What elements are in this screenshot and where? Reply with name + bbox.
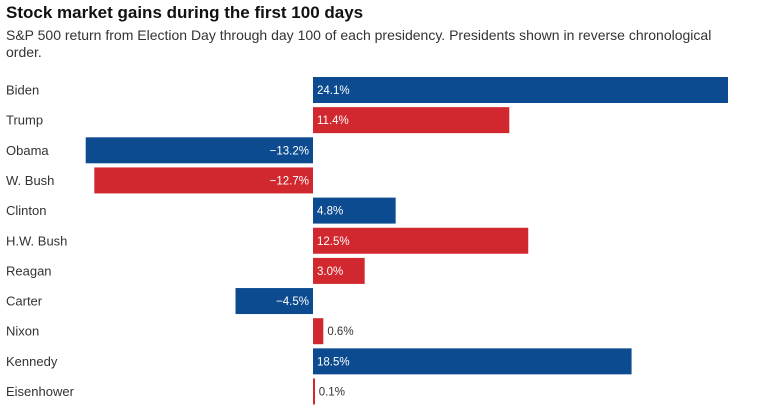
bar-obama bbox=[85, 137, 313, 164]
category-label-nixon: Nixon bbox=[6, 324, 39, 339]
category-label-biden: Biden bbox=[6, 83, 39, 98]
value-label-trump: 11.4% bbox=[317, 115, 349, 127]
value-label-carter: −4.5% bbox=[276, 296, 309, 308]
value-label-w-bush: −12.7% bbox=[270, 175, 309, 187]
category-label-carter: Carter bbox=[6, 294, 43, 309]
value-label-h-w-bush: 12.5% bbox=[317, 236, 350, 248]
bar-trump bbox=[313, 107, 510, 134]
category-label-clinton: Clinton bbox=[6, 203, 46, 218]
value-label-obama: −13.2% bbox=[270, 145, 309, 157]
bar-carter bbox=[235, 288, 313, 315]
chart-title: Stock market gains during the first 100 … bbox=[6, 3, 364, 22]
value-label-eisenhower: 0.1% bbox=[319, 387, 345, 399]
value-label-kennedy: 18.5% bbox=[317, 356, 350, 368]
bar-h-w-bush bbox=[313, 227, 529, 254]
value-label-biden: 24.1% bbox=[317, 85, 350, 97]
category-label-h-w-bush: H.W. Bush bbox=[6, 233, 67, 248]
bar-w-bush bbox=[94, 167, 313, 194]
bar-reagan bbox=[313, 257, 365, 284]
category-label-obama: Obama bbox=[6, 143, 49, 158]
category-label-eisenhower: Eisenhower bbox=[6, 384, 75, 399]
bar-eisenhower bbox=[313, 378, 315, 405]
category-label-kennedy: Kennedy bbox=[6, 354, 58, 369]
bar-clinton bbox=[313, 197, 396, 224]
chart-subtitle: S&P 500 return from Election Day through… bbox=[6, 27, 712, 60]
value-label-reagan: 3.0% bbox=[317, 266, 343, 278]
category-label-w-bush: W. Bush bbox=[6, 173, 54, 188]
bar-kennedy bbox=[313, 348, 632, 375]
bar-biden bbox=[313, 77, 728, 103]
category-label-trump: Trump bbox=[6, 113, 43, 128]
value-label-clinton: 4.8% bbox=[317, 206, 343, 218]
bar-nixon bbox=[313, 318, 324, 345]
category-label-reagan: Reagan bbox=[6, 263, 52, 278]
value-label-nixon: 0.6% bbox=[327, 326, 353, 338]
